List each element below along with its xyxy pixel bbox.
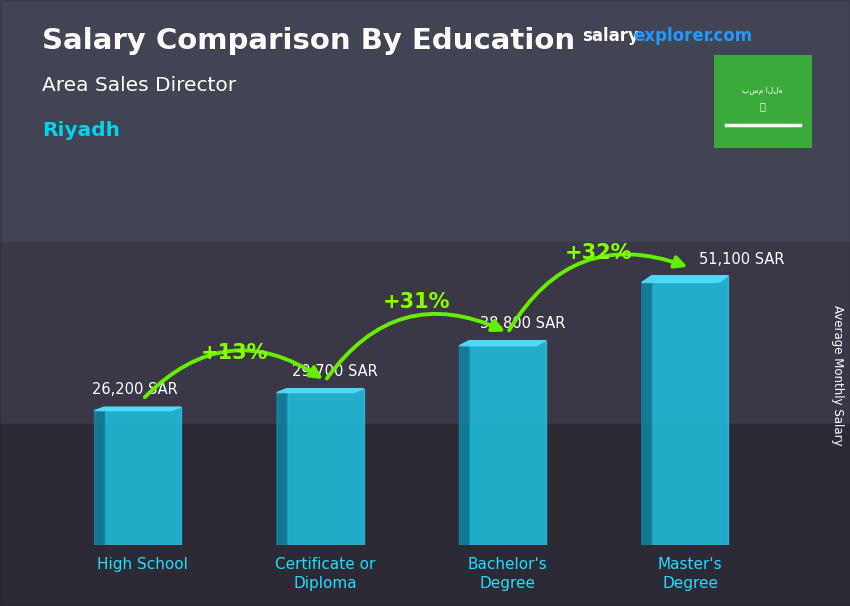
Text: 26,200 SAR: 26,200 SAR: [92, 382, 178, 396]
Polygon shape: [459, 341, 546, 346]
Bar: [0, 424, 850, 606]
Text: explorer: explorer: [633, 27, 712, 45]
Text: +32%: +32%: [565, 243, 632, 263]
Bar: [0, 242, 850, 424]
Polygon shape: [287, 388, 364, 545]
Text: .com: .com: [707, 27, 752, 45]
Text: 51,100 SAR: 51,100 SAR: [700, 252, 785, 267]
Text: بسم الله: بسم الله: [743, 85, 783, 95]
Polygon shape: [94, 407, 105, 545]
Text: +31%: +31%: [382, 292, 450, 312]
Polygon shape: [105, 407, 181, 545]
Bar: [0, 0, 850, 242]
Polygon shape: [94, 407, 181, 411]
Text: 38,800 SAR: 38,800 SAR: [480, 316, 566, 331]
Text: salary: salary: [582, 27, 639, 45]
Polygon shape: [642, 276, 728, 282]
Text: ﷽: ﷽: [760, 101, 766, 112]
Polygon shape: [459, 341, 469, 545]
Text: Salary Comparison By Education: Salary Comparison By Education: [42, 27, 575, 55]
Text: Area Sales Director: Area Sales Director: [42, 76, 236, 95]
Polygon shape: [642, 276, 652, 545]
Polygon shape: [652, 276, 728, 545]
Polygon shape: [277, 388, 287, 545]
Text: Average Monthly Salary: Average Monthly Salary: [830, 305, 844, 446]
Text: Riyadh: Riyadh: [42, 121, 121, 140]
Polygon shape: [469, 341, 546, 545]
Text: 29,700 SAR: 29,700 SAR: [292, 364, 378, 379]
Polygon shape: [277, 388, 364, 393]
Text: +13%: +13%: [201, 343, 268, 363]
